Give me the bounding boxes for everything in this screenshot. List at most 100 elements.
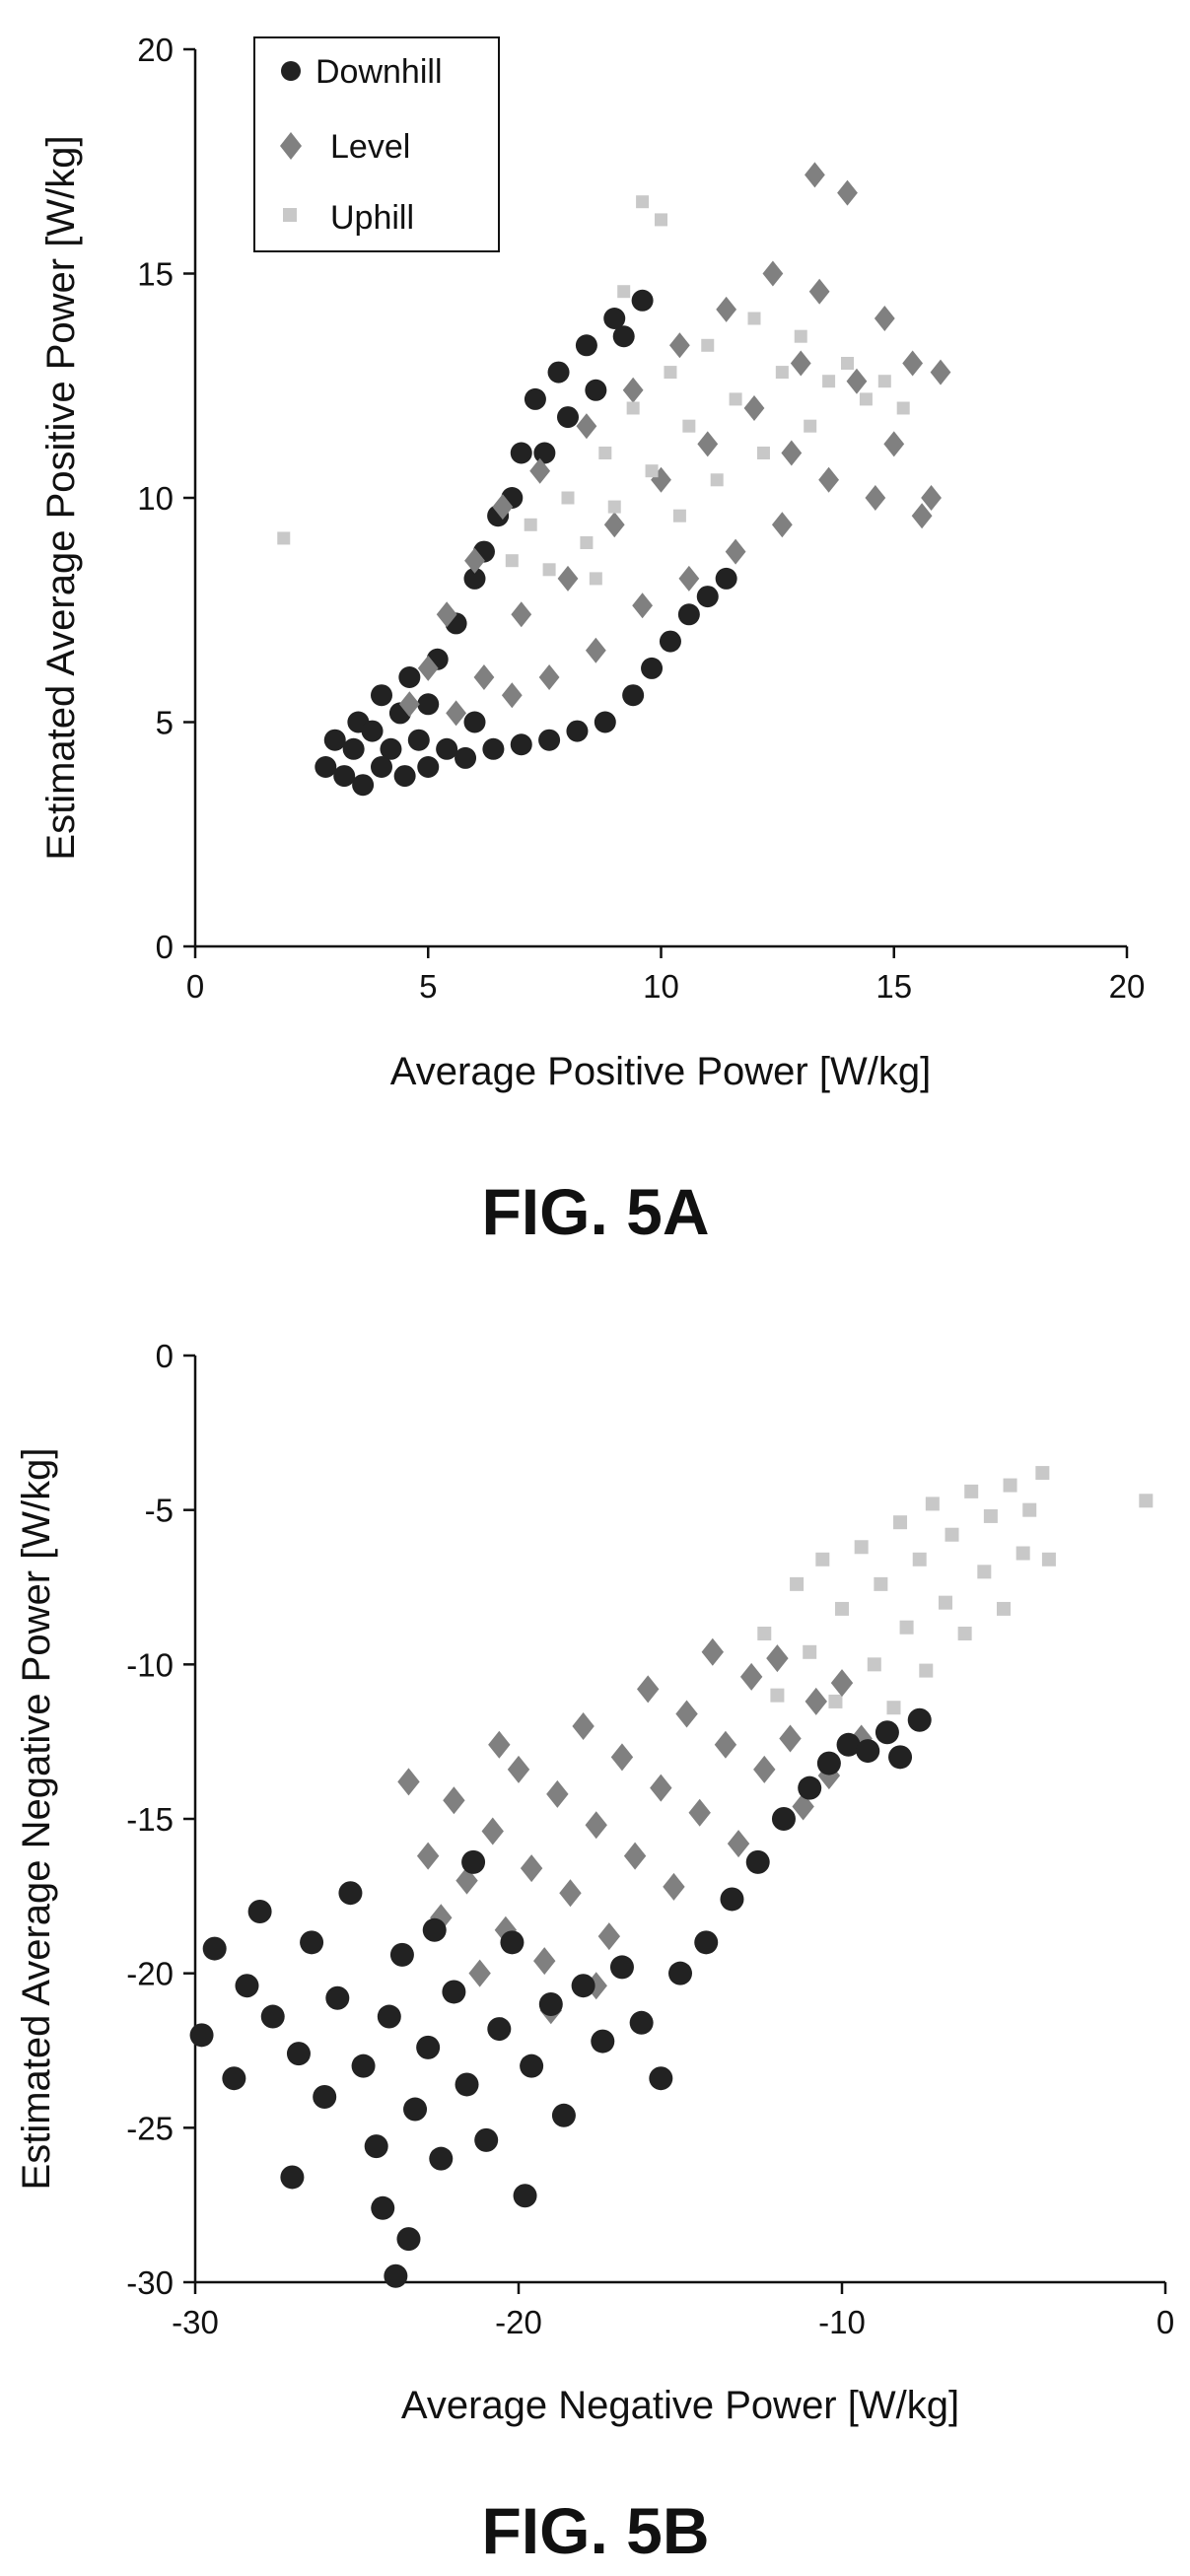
point-downhill bbox=[487, 2017, 512, 2042]
point-downhill bbox=[364, 2134, 388, 2159]
legend-label-downhill: Downhill bbox=[315, 53, 443, 91]
point-level bbox=[597, 1922, 621, 1951]
point-level bbox=[416, 1842, 440, 1870]
point-uphill bbox=[770, 1688, 785, 1703]
point-level bbox=[529, 457, 551, 484]
point-uphill bbox=[524, 518, 537, 531]
point-uphill bbox=[672, 509, 686, 522]
point-downhill bbox=[816, 1751, 841, 1775]
point-uphill bbox=[580, 536, 594, 549]
point-level bbox=[637, 1675, 660, 1704]
legend-label-level: Level bbox=[330, 128, 410, 166]
y-tick-label: -20 bbox=[126, 1956, 174, 1992]
point-uphill bbox=[1041, 1552, 1056, 1566]
point-level bbox=[533, 1947, 556, 1976]
point-uphill bbox=[626, 401, 640, 415]
x-tick-label: 5 bbox=[419, 968, 437, 1005]
y-tick-label: 10 bbox=[137, 480, 174, 517]
point-level bbox=[559, 1879, 582, 1908]
x-tick-label: 15 bbox=[875, 968, 912, 1005]
x-tick-label: 10 bbox=[643, 968, 679, 1005]
point-downhill bbox=[371, 684, 392, 707]
point-level bbox=[603, 512, 625, 538]
chart-5a: 0 5 10 15 20 0 5 10 15 20 Average Positive Power … bbox=[39, 32, 1145, 1248]
point-level bbox=[464, 547, 485, 574]
point-uphill bbox=[964, 1484, 979, 1498]
point-level bbox=[650, 1774, 672, 1802]
point-level bbox=[557, 565, 579, 592]
point-uphill bbox=[899, 1620, 914, 1635]
point-level bbox=[546, 1779, 569, 1808]
point-uphill bbox=[804, 419, 817, 433]
point-downhill bbox=[594, 711, 616, 733]
y-tick-label: -25 bbox=[126, 2110, 174, 2146]
point-level bbox=[701, 1637, 724, 1666]
point-downhill bbox=[202, 1936, 227, 1961]
point-uphill bbox=[701, 338, 715, 352]
point-level bbox=[850, 1724, 873, 1753]
point-downhill bbox=[280, 2165, 305, 2190]
point-downhill bbox=[533, 442, 556, 464]
point-uphill bbox=[945, 1527, 959, 1542]
point-downhill bbox=[377, 2004, 401, 2029]
y-tick-label: -5 bbox=[145, 1493, 174, 1529]
point-uphill bbox=[1015, 1546, 1030, 1561]
point-level bbox=[576, 413, 597, 440]
point-downhill bbox=[547, 361, 570, 383]
point-level bbox=[865, 485, 886, 511]
point-downhill bbox=[510, 442, 532, 464]
point-downhill bbox=[720, 1887, 744, 1912]
point-downhill bbox=[342, 737, 365, 760]
point-uphill bbox=[1035, 1466, 1050, 1481]
point-downhill bbox=[668, 1961, 692, 1985]
point-downhill bbox=[333, 765, 356, 788]
point-uphill bbox=[803, 1644, 817, 1659]
point-downhill bbox=[500, 1930, 525, 1955]
point-uphill bbox=[1139, 1494, 1154, 1508]
point-level bbox=[623, 1842, 647, 1870]
point-level bbox=[585, 1811, 607, 1840]
point-uphill bbox=[710, 473, 724, 487]
point-level bbox=[739, 1662, 763, 1691]
point-downhill bbox=[474, 2127, 499, 2152]
point-uphill bbox=[655, 213, 667, 227]
x-axis-label: Average Positive Power [W/kg] bbox=[390, 1050, 931, 1093]
y-tick-label: -10 bbox=[126, 1646, 174, 1683]
point-downhill bbox=[575, 334, 597, 357]
point-downhill bbox=[222, 2066, 246, 2091]
point-uphill bbox=[835, 1601, 849, 1616]
point-downhill bbox=[585, 379, 607, 401]
point-uphill bbox=[859, 392, 873, 406]
point-downhill bbox=[396, 2227, 421, 2252]
y-tick-label: 0 bbox=[156, 929, 174, 965]
legend-marker-level bbox=[280, 132, 302, 160]
point-downhill bbox=[856, 1739, 880, 1764]
point-level bbox=[585, 637, 606, 663]
point-downhill bbox=[609, 1955, 634, 1980]
point-level bbox=[808, 278, 830, 305]
point-downhill bbox=[566, 720, 589, 742]
point-uphill bbox=[589, 572, 602, 586]
point-downhill bbox=[888, 1745, 913, 1770]
x-tick-label: -20 bbox=[495, 2304, 542, 2340]
point-level bbox=[766, 1644, 789, 1673]
point-level bbox=[663, 1872, 685, 1901]
point-downhill bbox=[798, 1775, 822, 1800]
point-level bbox=[417, 655, 439, 681]
point-downhill bbox=[315, 756, 337, 778]
point-downhill bbox=[612, 325, 635, 348]
point-downhill bbox=[538, 729, 561, 751]
point-downhill bbox=[771, 1807, 796, 1831]
point-downhill bbox=[603, 308, 626, 329]
point-downhill bbox=[325, 1985, 350, 2010]
point-level bbox=[818, 466, 839, 493]
point-uphill bbox=[896, 401, 910, 415]
point-uphill bbox=[729, 392, 742, 406]
point-uphill bbox=[617, 285, 631, 299]
legend: Downhill Level Uphill bbox=[253, 36, 500, 252]
point-downhill bbox=[235, 1974, 259, 1998]
point-uphill bbox=[505, 554, 519, 568]
point-uphill bbox=[664, 366, 677, 380]
point-level bbox=[727, 1830, 750, 1858]
point-uphill bbox=[822, 375, 836, 388]
